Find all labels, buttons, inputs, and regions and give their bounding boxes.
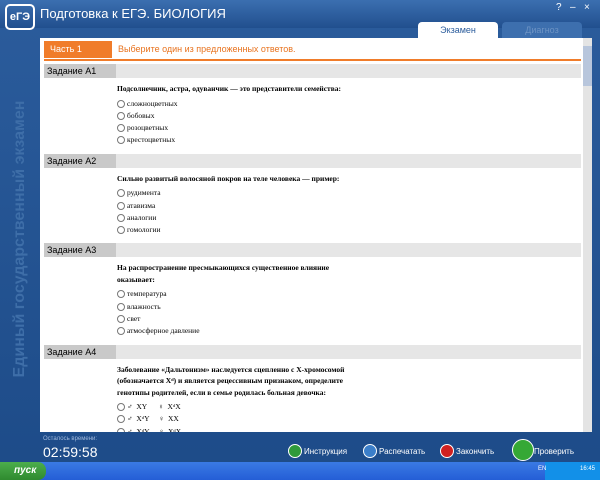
- task-header-bar: [44, 344, 581, 359]
- radio-button[interactable]: [117, 315, 125, 323]
- radio-button[interactable]: [117, 427, 125, 432]
- question-text: На распространение пресмыкающихся сущест…: [117, 263, 330, 273]
- start-button[interactable]: пуск: [0, 462, 46, 480]
- question-text: Сильно развитый волосяной покров на теле…: [117, 173, 340, 183]
- radio-button[interactable]: [117, 136, 125, 145]
- part-line: [44, 59, 581, 61]
- button-icon[interactable]: [512, 439, 534, 461]
- option-text[interactable]: свет: [127, 314, 141, 323]
- question-text: Заболевание «Дальтонизм» наследуется сце…: [117, 364, 345, 374]
- footer-button[interactable]: Распечатать: [379, 447, 426, 456]
- clock: 16:45: [580, 466, 596, 472]
- task-label: Задание A3: [44, 243, 116, 258]
- radio-button[interactable]: [117, 226, 125, 235]
- footer-button[interactable]: Проверить: [534, 447, 575, 456]
- question-text: (обозначается Xᵈ) и является рецессивным…: [117, 376, 344, 386]
- tab-active[interactable]: Экзамен: [418, 22, 498, 38]
- tab-inactive[interactable]: Диагноз: [502, 22, 582, 38]
- button-icon[interactable]: [363, 444, 377, 458]
- task-header-bar: [44, 153, 581, 168]
- option-text[interactable]: ♂ XY ♀ XᵈX: [127, 402, 181, 412]
- button-icon[interactable]: [288, 444, 302, 458]
- window-title: Подготовка к ЕГЭ. БИОЛОГИЯ: [40, 6, 226, 21]
- radio-button[interactable]: [117, 111, 125, 120]
- option-text[interactable]: гомологии: [127, 225, 161, 235]
- sidebar-text: Единый государственный экзамен: [11, 100, 28, 378]
- radio-button[interactable]: [117, 327, 125, 336]
- minimize-button[interactable]: –: [570, 2, 576, 13]
- question-text: оказывает:: [117, 274, 155, 284]
- footer-button[interactable]: Инструкция: [304, 447, 348, 456]
- radio-button[interactable]: [117, 290, 125, 299]
- radio-button[interactable]: [117, 99, 125, 108]
- footer-button[interactable]: Закончить: [456, 447, 495, 456]
- option-text[interactable]: аналогии: [127, 212, 157, 222]
- part-instruction: Выберите один из предложенных ответов.: [118, 44, 296, 54]
- help-button[interactable]: ?: [556, 2, 562, 13]
- option-text[interactable]: рудимента: [127, 188, 161, 198]
- button-icon[interactable]: [440, 444, 454, 458]
- question-text: генотипы родителей, если в семье родилас…: [117, 387, 327, 397]
- task-header-bar: [44, 243, 581, 258]
- option-text[interactable]: сложноцветных: [127, 98, 178, 108]
- radio-button[interactable]: [117, 124, 125, 133]
- option-text[interactable]: температура: [127, 289, 167, 299]
- radio-button[interactable]: [117, 201, 125, 210]
- task-header-bar: [44, 64, 581, 78]
- timer: 02:59:58: [43, 444, 98, 460]
- task-label: Задание A4: [44, 344, 116, 359]
- time-label: Осталось времени:: [43, 436, 98, 442]
- radio-button[interactable]: [117, 189, 125, 198]
- tray: [545, 462, 600, 480]
- radio-button[interactable]: [117, 213, 125, 222]
- option-text[interactable]: ♂ XᵈY ♀ XX: [127, 414, 179, 424]
- option-text[interactable]: крестоцветных: [127, 135, 176, 145]
- task-label: Задание A1: [44, 64, 116, 78]
- option-text[interactable]: бобовых: [127, 110, 155, 120]
- option-text[interactable]: ♂ XᵈY ♀ XᵈX: [127, 426, 182, 432]
- option-text[interactable]: розоцветных: [127, 123, 169, 133]
- radio-button[interactable]: [117, 302, 125, 311]
- radio-button[interactable]: [117, 403, 125, 412]
- question-text: Подсолнечник, астра, одуванчик — это пре…: [117, 84, 342, 93]
- part-label: Часть 1: [44, 41, 112, 58]
- option-text[interactable]: влажность: [127, 301, 161, 311]
- task-label: Задание A2: [44, 153, 116, 168]
- radio-button[interactable]: [117, 415, 125, 424]
- title-bar: [0, 0, 600, 28]
- scrollbar[interactable]: [583, 38, 592, 432]
- option-text[interactable]: атмосферное давление: [127, 326, 200, 336]
- close-button[interactable]: ×: [584, 2, 590, 13]
- lang: EN: [538, 466, 547, 472]
- content-panel: Часть 1 Выберите один из предложенных от…: [40, 38, 583, 432]
- logo: еГЭ: [5, 4, 35, 30]
- taskbar: [0, 462, 600, 480]
- option-text[interactable]: атавизма: [127, 200, 156, 210]
